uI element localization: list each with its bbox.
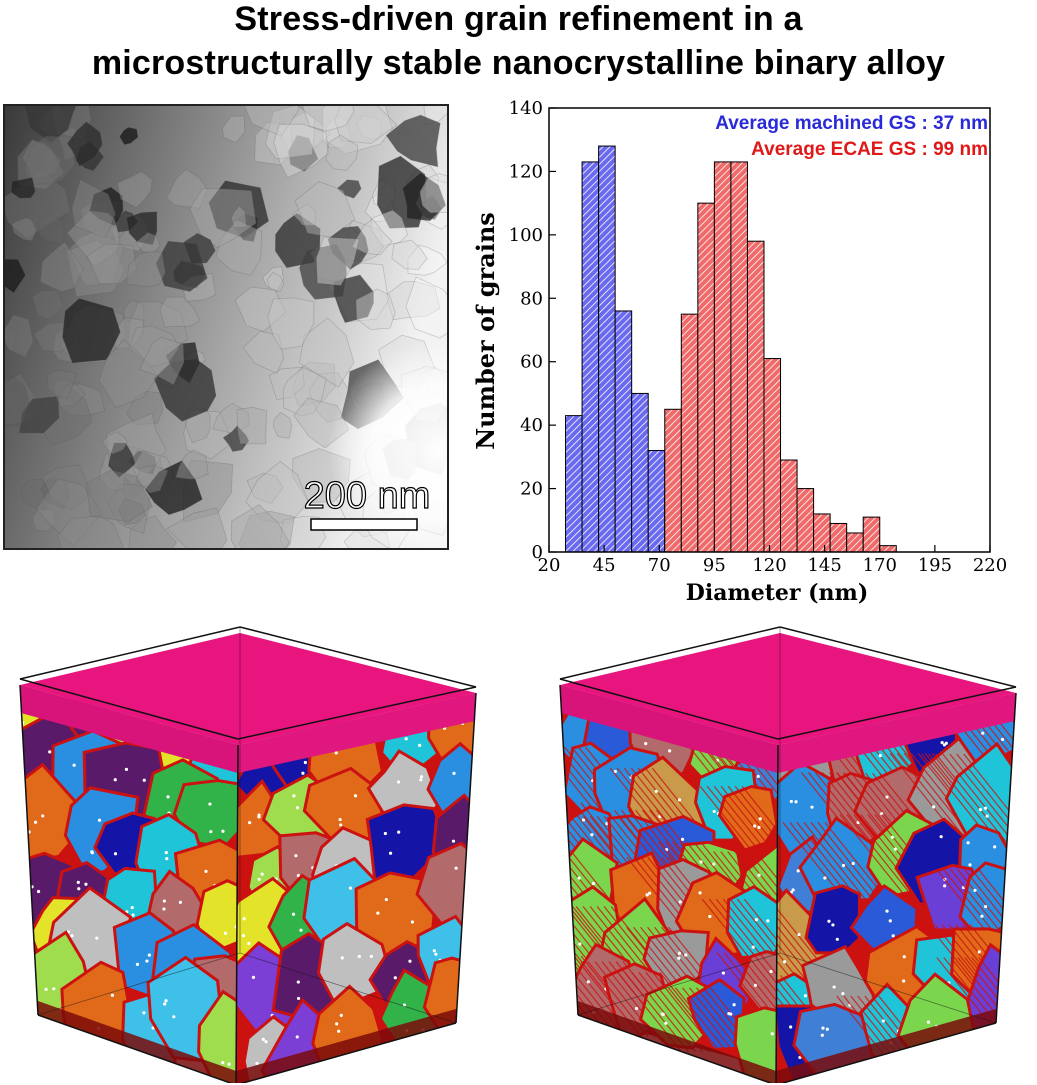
y-tick-label: 100 — [509, 225, 543, 246]
micrograph-image: 200 nm — [5, 106, 447, 548]
cube-base-band — [38, 1001, 236, 1083]
machined-bar — [598, 145, 616, 553]
cube-top-slab-right — [778, 693, 1016, 773]
y-tick-label: 0 — [532, 542, 543, 563]
cube-edge — [775, 744, 779, 1083]
ecae-bar — [746, 240, 765, 553]
x-tick-label: 95 — [703, 555, 726, 576]
ecae-bar — [862, 516, 881, 553]
cube-base-band — [776, 1009, 996, 1083]
ecae-bar — [680, 313, 699, 553]
x-tick-label: 20 — [538, 555, 561, 576]
cube-top-face — [20, 633, 476, 745]
cube-edge — [37, 952, 241, 1016]
ecae-bar — [664, 408, 682, 553]
cube-base-band — [236, 1009, 456, 1083]
ecae-series — [664, 161, 897, 553]
cube-edge — [240, 1022, 457, 1083]
cube-edge — [559, 626, 781, 680]
ecae-bar — [879, 545, 897, 553]
cube-edge — [19, 626, 241, 680]
cube-edge — [779, 626, 1017, 688]
cube-edge — [235, 744, 239, 1083]
figure-title-line-1: Stress-driven grain refinement in a — [234, 0, 803, 38]
cube-edge — [455, 692, 477, 1024]
x-tick-label: 170 — [863, 555, 897, 576]
x-tick-label: 45 — [593, 555, 616, 576]
y-tick-label: 40 — [520, 415, 543, 436]
y-tick-label: 140 — [509, 98, 543, 119]
machined-bar — [581, 161, 600, 553]
cube-edge — [237, 686, 477, 740]
cube-edge — [995, 692, 1017, 1024]
cube-edge — [780, 1022, 997, 1083]
cube-edge — [37, 1014, 233, 1083]
axis-ticks: 20 45 70 95 120 145 170 195 22002040608010012014… — [509, 98, 1008, 576]
machined-bar — [614, 310, 633, 553]
y-tick-label: 60 — [520, 352, 543, 373]
x-tick-label: 195 — [918, 555, 952, 576]
x-axis-label: Diameter (nm) — [686, 580, 868, 606]
simulation-cube-ecae — [559, 626, 1017, 1083]
figure-title-line-2: microstructurally stable nanocrystalline… — [91, 44, 946, 82]
machined-bar — [631, 392, 649, 553]
x-tick-label: 220 — [973, 555, 1007, 576]
ecae-bar — [813, 513, 831, 553]
cube-edge — [559, 684, 579, 1016]
y-tick-label: 20 — [520, 479, 543, 500]
grain — [804, 884, 862, 955]
cube-top-face — [560, 633, 1016, 745]
ecae-bar — [713, 161, 732, 553]
y-axis-label: Number of grains — [471, 212, 500, 450]
grain — [686, 977, 746, 1051]
cube-edge — [577, 952, 781, 1016]
cube-base-band — [578, 1001, 776, 1083]
cube-edge — [239, 626, 477, 688]
machined-bar — [647, 450, 666, 553]
scale-bar-label: 200 nm — [304, 475, 431, 517]
cube-edge — [777, 686, 1017, 740]
cube-left-face — [560, 685, 778, 1083]
cube-edge — [559, 678, 779, 740]
grain — [195, 879, 238, 957]
cube-right-face — [236, 693, 476, 1083]
ecae-bar — [796, 488, 815, 553]
scale-bar — [310, 518, 418, 531]
grain-size-histogram: 20 45 70 95 120 145 170 195 22002040608010012014… — [471, 98, 1008, 606]
legend-machined: Average machined GS : 37 nm — [715, 113, 988, 134]
legend-ecae: Average ECAE GS : 99 nm — [751, 139, 988, 160]
x-tick-label: 120 — [752, 555, 786, 576]
cube-edge — [779, 952, 997, 1024]
ecae-bar — [730, 161, 748, 553]
ecae-bar — [829, 522, 848, 553]
cube-edge — [577, 1014, 773, 1083]
y-tick-label: 80 — [520, 288, 543, 309]
machined-bar — [565, 415, 583, 553]
y-tick-label: 120 — [509, 161, 543, 182]
cube-edge — [19, 684, 39, 1016]
ecae-bar — [763, 358, 782, 553]
cube-edge — [19, 678, 239, 740]
x-tick-label: 145 — [807, 555, 841, 576]
cube-top-slab-left — [560, 685, 778, 773]
ecae-bar — [846, 532, 864, 553]
cube-edge — [239, 952, 457, 1024]
tem-micrograph: 200 nm — [3, 104, 449, 550]
cube-top-slab-right — [238, 693, 476, 773]
x-tick-label: 70 — [648, 555, 671, 576]
ecae-bar — [780, 459, 798, 553]
cube-top-slab-left — [20, 685, 238, 773]
simulation-cube-machined — [19, 626, 477, 1083]
ecae-bar — [697, 202, 715, 553]
